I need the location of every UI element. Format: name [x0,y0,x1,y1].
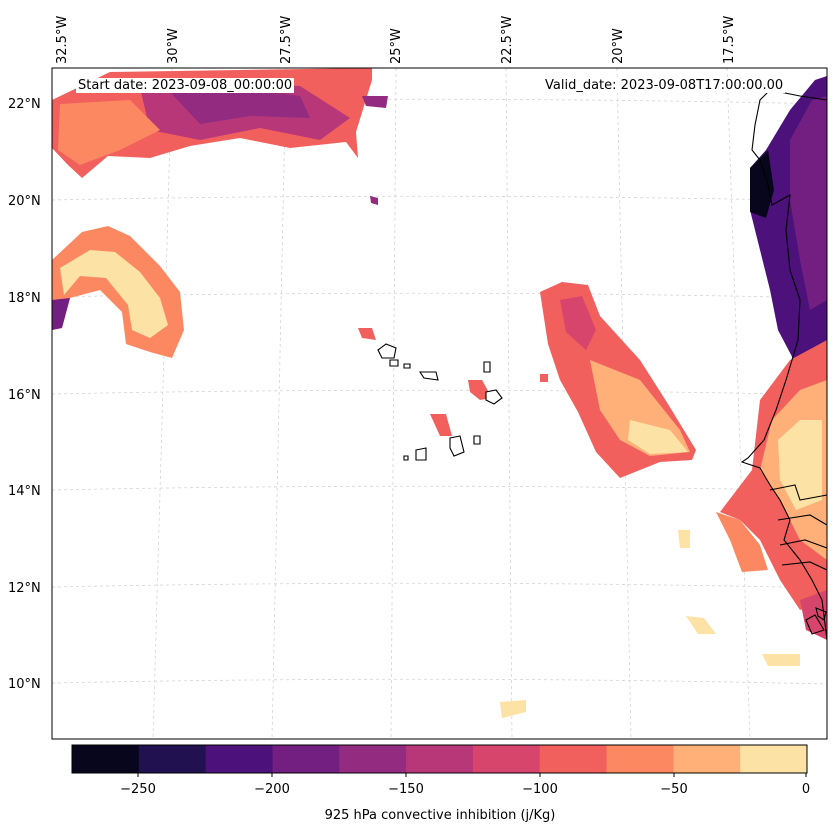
cin-patch-g [686,616,716,634]
colorbar-segment [205,745,273,773]
colorbar-segment [406,745,474,773]
lat-label-12n: 12°N [8,581,41,596]
lon-label-30w: 30°W [166,28,181,64]
cin-region-coast-mid [790,96,827,310]
cin-shading [52,68,827,718]
cin-region-west-hook-dark [52,298,70,330]
colorbar-segment [740,745,808,773]
cin-region-central-light [628,420,688,454]
colorbar-tick-label: −50 [660,782,688,797]
cin-patch-a [358,328,376,340]
colorbar-label: 925 hPa convective inhibition (j/Kg) [324,808,556,823]
lon-label-27-5w: 27.5°W [279,15,294,64]
cin-region-northwest-small [362,96,388,108]
cin-patch-i [500,700,526,718]
colorbar-segment [606,745,674,773]
cin-region-northwest-inner [170,88,310,124]
cin-region-northwest-edge [58,100,160,165]
cin-patch-f [678,530,690,548]
lat-label-22n: 22°N [8,97,41,112]
colorbar-tick-label: −150 [388,782,424,797]
lat-label-20n: 20°N [8,194,41,209]
cin-patch-e [716,512,768,572]
valid-date-label: Valid_date: 2023-09-08T17:00:00.00 [543,78,786,93]
colorbar-segment [673,745,741,773]
cin-patch-d [540,374,548,382]
colorbar-tick-label: −250 [120,782,156,797]
cape-verde-islands [377,343,503,461]
colorbar-frame [71,744,808,774]
cin-region-west-hook-inner [60,250,168,338]
colorbar-segment [72,745,140,773]
cin-patch-h [762,654,800,666]
colorbar-segment [339,745,407,773]
colorbar-segment [539,745,608,773]
lon-label-20w: 20°W [611,28,626,64]
cin-region-coast-tip [800,590,827,640]
lat-label-18n: 18°N [8,291,41,306]
lon-label-17-5w: 17.5°W [722,15,737,64]
cin-patch-c [430,414,452,436]
coastlines [740,89,828,641]
colorbar [71,744,808,777]
colorbar-segment [472,745,541,773]
lat-label-10n: 10°N [8,677,41,692]
lon-label-22-5w: 22.5°W [500,15,515,64]
cin-region-central-core [560,296,596,350]
lat-label-14n: 14°N [8,484,41,499]
start-date-label: Start date: 2023-09-08_00:00:00 [76,78,295,93]
lon-label-25w: 25°W [389,28,404,64]
lon-label-32-5w: 32.5°W [55,15,70,64]
cin-region-coast-south-light [778,420,822,510]
lat-label-16n: 16°N [8,388,41,403]
colorbar-tick-label: −100 [522,782,558,797]
colorbar-tick-label: −200 [254,782,290,797]
colorbar-segment [272,745,340,773]
colorbar-tick-label: 0 [801,782,811,797]
cin-region-coast-dark [750,150,774,218]
cin-region-northwest-dot [370,196,378,205]
colorbar-segment [138,745,207,773]
